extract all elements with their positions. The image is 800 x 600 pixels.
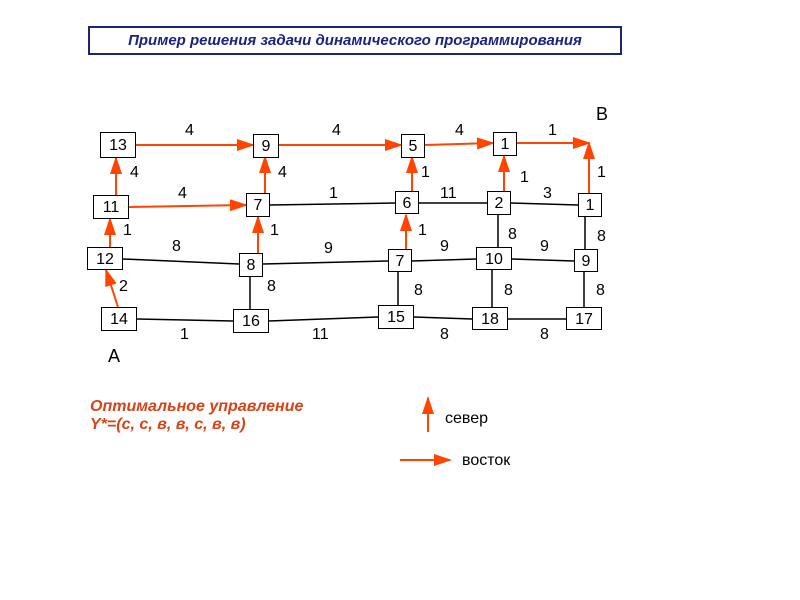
legend-east-label: восток [462, 452, 510, 470]
edge [270, 203, 395, 205]
edge-label: 1 [548, 122, 557, 140]
edge-label: 11 [312, 326, 329, 344]
edge [425, 143, 493, 145]
node-n18: 18 [472, 307, 508, 330]
node-n9b: 9 [574, 249, 598, 272]
node-n17: 17 [566, 307, 602, 330]
edge-label: 8 [440, 326, 449, 344]
edge-label: 4 [185, 122, 194, 140]
edge-label: 4 [178, 185, 187, 203]
edge [129, 205, 246, 207]
edge-label: 8 [540, 326, 549, 344]
edge-label: 1 [123, 222, 132, 240]
node-n2: 2 [487, 191, 511, 215]
point-label-B: B [596, 104, 608, 125]
edge [269, 317, 378, 321]
node-n14: 14 [101, 307, 137, 331]
node-n13: 13 [100, 132, 136, 158]
node-n7b: 7 [388, 249, 412, 272]
edge [414, 317, 472, 319]
edge-label: 4 [130, 164, 139, 182]
edge-label: 8 [267, 278, 276, 296]
optimal-line1: Оптимальное управление [90, 398, 303, 416]
edge-label: 1 [597, 164, 606, 182]
edge-label: 8 [504, 282, 513, 300]
node-n1b: 1 [578, 193, 602, 217]
node-n8a: 8 [239, 253, 263, 277]
edge [511, 203, 578, 205]
edge-label: 9 [324, 240, 333, 258]
diagram-svg [0, 0, 800, 600]
node-n7a: 7 [246, 193, 270, 217]
edge [137, 319, 233, 321]
node-n9: 9 [253, 134, 279, 158]
edge-label: 1 [520, 169, 529, 187]
edge-label: 9 [540, 238, 549, 256]
node-n15: 15 [378, 305, 414, 329]
edge-label: 8 [508, 226, 517, 244]
edge-label: 4 [455, 122, 464, 140]
edge-label: 1 [418, 222, 427, 240]
point-label-A: A [108, 346, 120, 367]
edge-label: 2 [119, 278, 128, 296]
edge-label: 8 [172, 238, 181, 256]
edge-label: 11 [440, 185, 457, 203]
node-n10: 10 [476, 247, 512, 270]
node-n11: 11 [93, 195, 129, 219]
edge-label: 1 [421, 164, 430, 182]
edge [412, 259, 476, 261]
edge-label: 8 [414, 282, 423, 300]
node-n1a: 1 [493, 132, 517, 156]
legend-north-label: север [445, 410, 488, 428]
edge-label: 4 [332, 122, 341, 140]
edge-label: 8 [597, 228, 606, 246]
node-n12: 12 [87, 247, 123, 270]
edge [512, 259, 574, 261]
optimal-line2: Y*=(с, с, в, в, с, в, в) [90, 416, 303, 434]
edge [123, 259, 239, 264]
edge-label: 8 [596, 282, 605, 300]
edge-label: 1 [270, 222, 279, 240]
node-n6: 6 [395, 191, 419, 214]
edge-label: 4 [278, 164, 287, 182]
optimal-control-text: Оптимальное управление Y*=(с, с, в, в, с… [90, 398, 303, 434]
edge-label: 9 [440, 238, 449, 256]
edge [106, 270, 118, 307]
node-n16: 16 [233, 309, 269, 333]
edge-label: 1 [180, 326, 189, 344]
edge-label: 1 [329, 185, 338, 203]
node-n5: 5 [401, 134, 425, 158]
edge-label: 3 [543, 185, 552, 203]
edge [263, 261, 388, 264]
